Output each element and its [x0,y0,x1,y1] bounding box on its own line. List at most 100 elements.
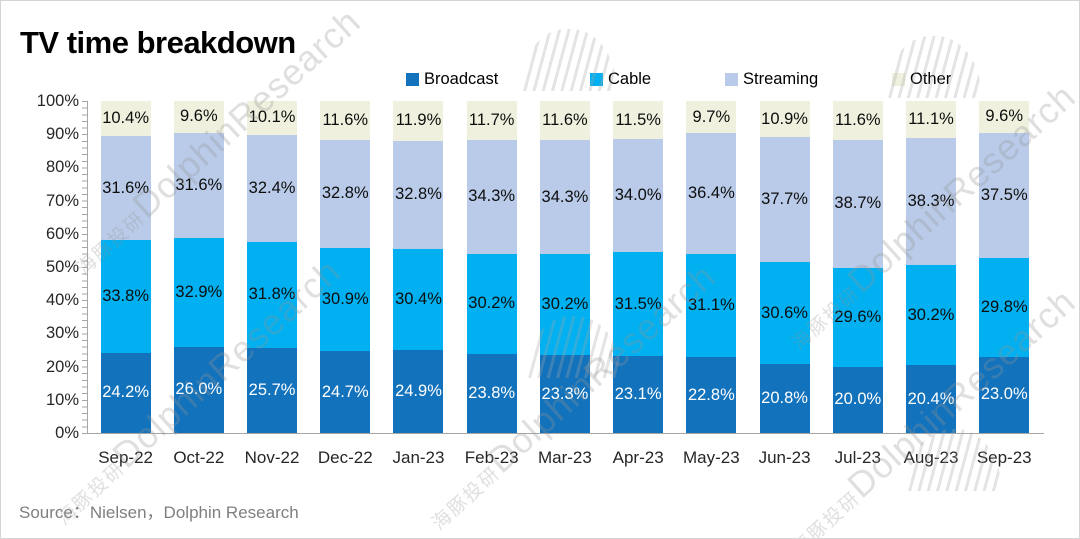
legend-label: Other [910,69,952,88]
data-label: 20.4% [907,389,955,408]
segment-cable: 31.5% [613,251,664,357]
segment-streaming: 31.6% [100,135,151,241]
legend-label: Cable [608,69,652,88]
data-label: 32.4% [248,178,296,197]
bar-mar-23: 23.3% 30.2% 34.3% 11.6% [539,101,590,433]
data-label: 22.8% [687,385,735,404]
segment-cable: 31.1% [686,254,737,358]
segment-broadcast: 23.1% [613,356,664,433]
data-label: 34.0% [614,186,662,205]
data-label: 36.4% [687,184,735,203]
x-tick-label: Apr-23 [612,448,664,467]
data-label: 32.8% [321,184,369,203]
segment-other: 11.7% [466,101,517,140]
segment-streaming: 32.8% [393,140,444,250]
bar-apr-23: 23.1% 31.5% 34.0% 11.5% [613,101,664,433]
bars-area: 24.2% 33.8% 31.6% 10.4% 26.0% 32.9% 31.6% 9.6% 2… [89,101,1041,433]
segment-broadcast: 24.9% [393,350,444,433]
segment-streaming: 34.0% [613,139,664,252]
segment-cable: 30.6% [759,262,810,364]
segment-broadcast: 20.8% [759,363,810,433]
x-tick-label: Nov-22 [244,448,300,467]
y-tick-label: 0% [55,424,79,442]
segment-streaming: 37.5% [979,132,1030,258]
data-label: 11.1% [908,109,954,128]
segment-broadcast: 23.3% [539,355,590,433]
data-label: 11.5% [615,110,661,129]
segment-cable: 29.8% [979,257,1030,357]
legend-label: Streaming [743,69,819,88]
segment-other: 11.6% [539,101,590,140]
segment-streaming: 31.6% [173,132,224,238]
segment-streaming: 34.3% [539,139,590,255]
y-tick-label: 80% [45,158,79,177]
data-label: 23.3% [541,384,589,403]
legend-item-broadcast: Broadcast [406,68,498,90]
segment-cable: 30.9% [320,248,371,351]
data-label: 33.8% [102,287,149,306]
x-tick-label: Jul-23 [834,448,881,467]
legend-label: Broadcast [424,69,499,88]
segment-other: 9.6% [979,101,1030,133]
segment-broadcast: 24.7% [320,351,371,433]
data-label: 37.5% [980,185,1028,204]
data-label: 9.7% [692,107,731,126]
y-tick-label: 40% [45,291,79,310]
data-label: 29.8% [980,297,1028,316]
segment-streaming: 37.7% [759,137,810,263]
segment-streaming: 38.3% [906,137,957,266]
data-label: 24.2% [102,383,149,402]
data-label: 10.1% [248,108,296,127]
x-tick-label: Jun-23 [758,448,811,467]
segment-cable: 31.8% [247,242,298,348]
y-tick-label: 10% [45,390,79,409]
data-label: 34.3% [541,187,589,206]
data-label: 30.2% [468,294,516,313]
segment-other: 10.4% [100,101,151,136]
data-label: 24.9% [395,382,442,401]
x-tick-label: Mar-23 [537,448,592,467]
segment-cable: 32.9% [173,237,224,347]
x-tick-label: Oct-22 [173,448,225,467]
data-label: 24.7% [321,382,369,401]
segment-broadcast: 26.0% [173,346,224,433]
data-label: 30.2% [541,295,589,314]
segment-broadcast: 20.0% [832,366,883,433]
segment-other: 11.1% [906,101,957,138]
legend-item-cable: Cable [590,68,651,90]
data-label: 23.0% [980,385,1028,404]
legend-item-other: Other [892,68,951,90]
x-tick-label: May-23 [683,448,740,467]
data-label: 9.6% [985,107,1024,126]
segment-streaming: 32.4% [247,134,298,243]
bar-may-23: 22.8% 31.1% 36.4% 9.7% [686,101,737,433]
streaming-swatch-icon [725,72,738,86]
segment-cable: 29.6% [832,268,883,367]
bar-jun-23: 20.8% 30.6% 37.7% 10.9% [759,101,810,433]
data-label: 26.0% [175,380,223,399]
data-label: 11.6% [542,110,588,129]
x-tick-label: Jan-23 [392,448,445,467]
bar-jul-23: 20.0% 29.6% 38.7% 11.6% [832,101,883,433]
data-label: 30.2% [907,305,955,324]
segment-cable: 33.8% [100,240,151,353]
x-axis-labels: Sep-22 Oct-22 Nov-22 Dec-22 Jan-23 Feb-23 Mar-… [89,448,1041,468]
segment-other: 9.7% [686,101,737,134]
data-label: 31.1% [687,296,735,315]
data-label: 11.9% [395,111,442,130]
data-label: 30.6% [761,303,808,322]
segment-broadcast: 22.8% [686,357,737,433]
x-axis-line [86,433,1044,434]
data-label: 11.6% [322,110,369,129]
data-label: 32.9% [175,282,223,301]
data-label: 11.6% [835,110,881,129]
bar-dec-22: 24.7% 30.9% 32.8% 11.6% [320,101,371,433]
bar-oct-22: 26.0% 32.9% 31.6% 9.6% [173,101,224,433]
segment-other: 10.9% [759,101,810,138]
y-axis-ticks [82,101,87,434]
segment-cable: 30.2% [466,253,517,354]
data-label: 20.0% [834,390,882,409]
segment-cable: 30.2% [539,254,590,356]
data-label: 10.9% [761,109,808,128]
